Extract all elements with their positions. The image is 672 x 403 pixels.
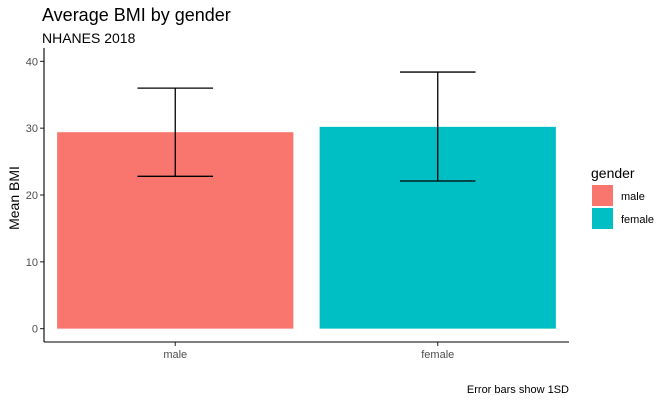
y-tick-label-30: 30 <box>26 123 38 135</box>
error-bar-male <box>137 87 214 177</box>
chart-caption: Error bars show 1SD <box>467 384 569 396</box>
y-tick-label-40: 40 <box>26 56 38 68</box>
legend-title: gender <box>591 165 635 181</box>
x-tick-label-female: female <box>421 349 454 361</box>
chart-title: Average BMI by gender <box>42 5 231 25</box>
y-tick-label-10: 10 <box>26 257 38 269</box>
error-bar-female <box>399 71 476 182</box>
y-tick-label-0: 0 <box>32 324 38 336</box>
legend-key-male <box>592 185 613 206</box>
y-tick-label-20: 20 <box>26 190 38 202</box>
legend: gender male female <box>591 165 654 229</box>
plot-area: male female 0 10 20 30 40 <box>26 56 556 361</box>
legend-label-female: female <box>621 214 654 226</box>
legend-label-male: male <box>621 191 645 203</box>
legend-key-female <box>592 208 613 229</box>
y-axis-title: Mean BMI <box>6 166 22 230</box>
x-tick-label-male: male <box>163 349 187 361</box>
chart-subtitle: NHANES 2018 <box>42 30 136 46</box>
